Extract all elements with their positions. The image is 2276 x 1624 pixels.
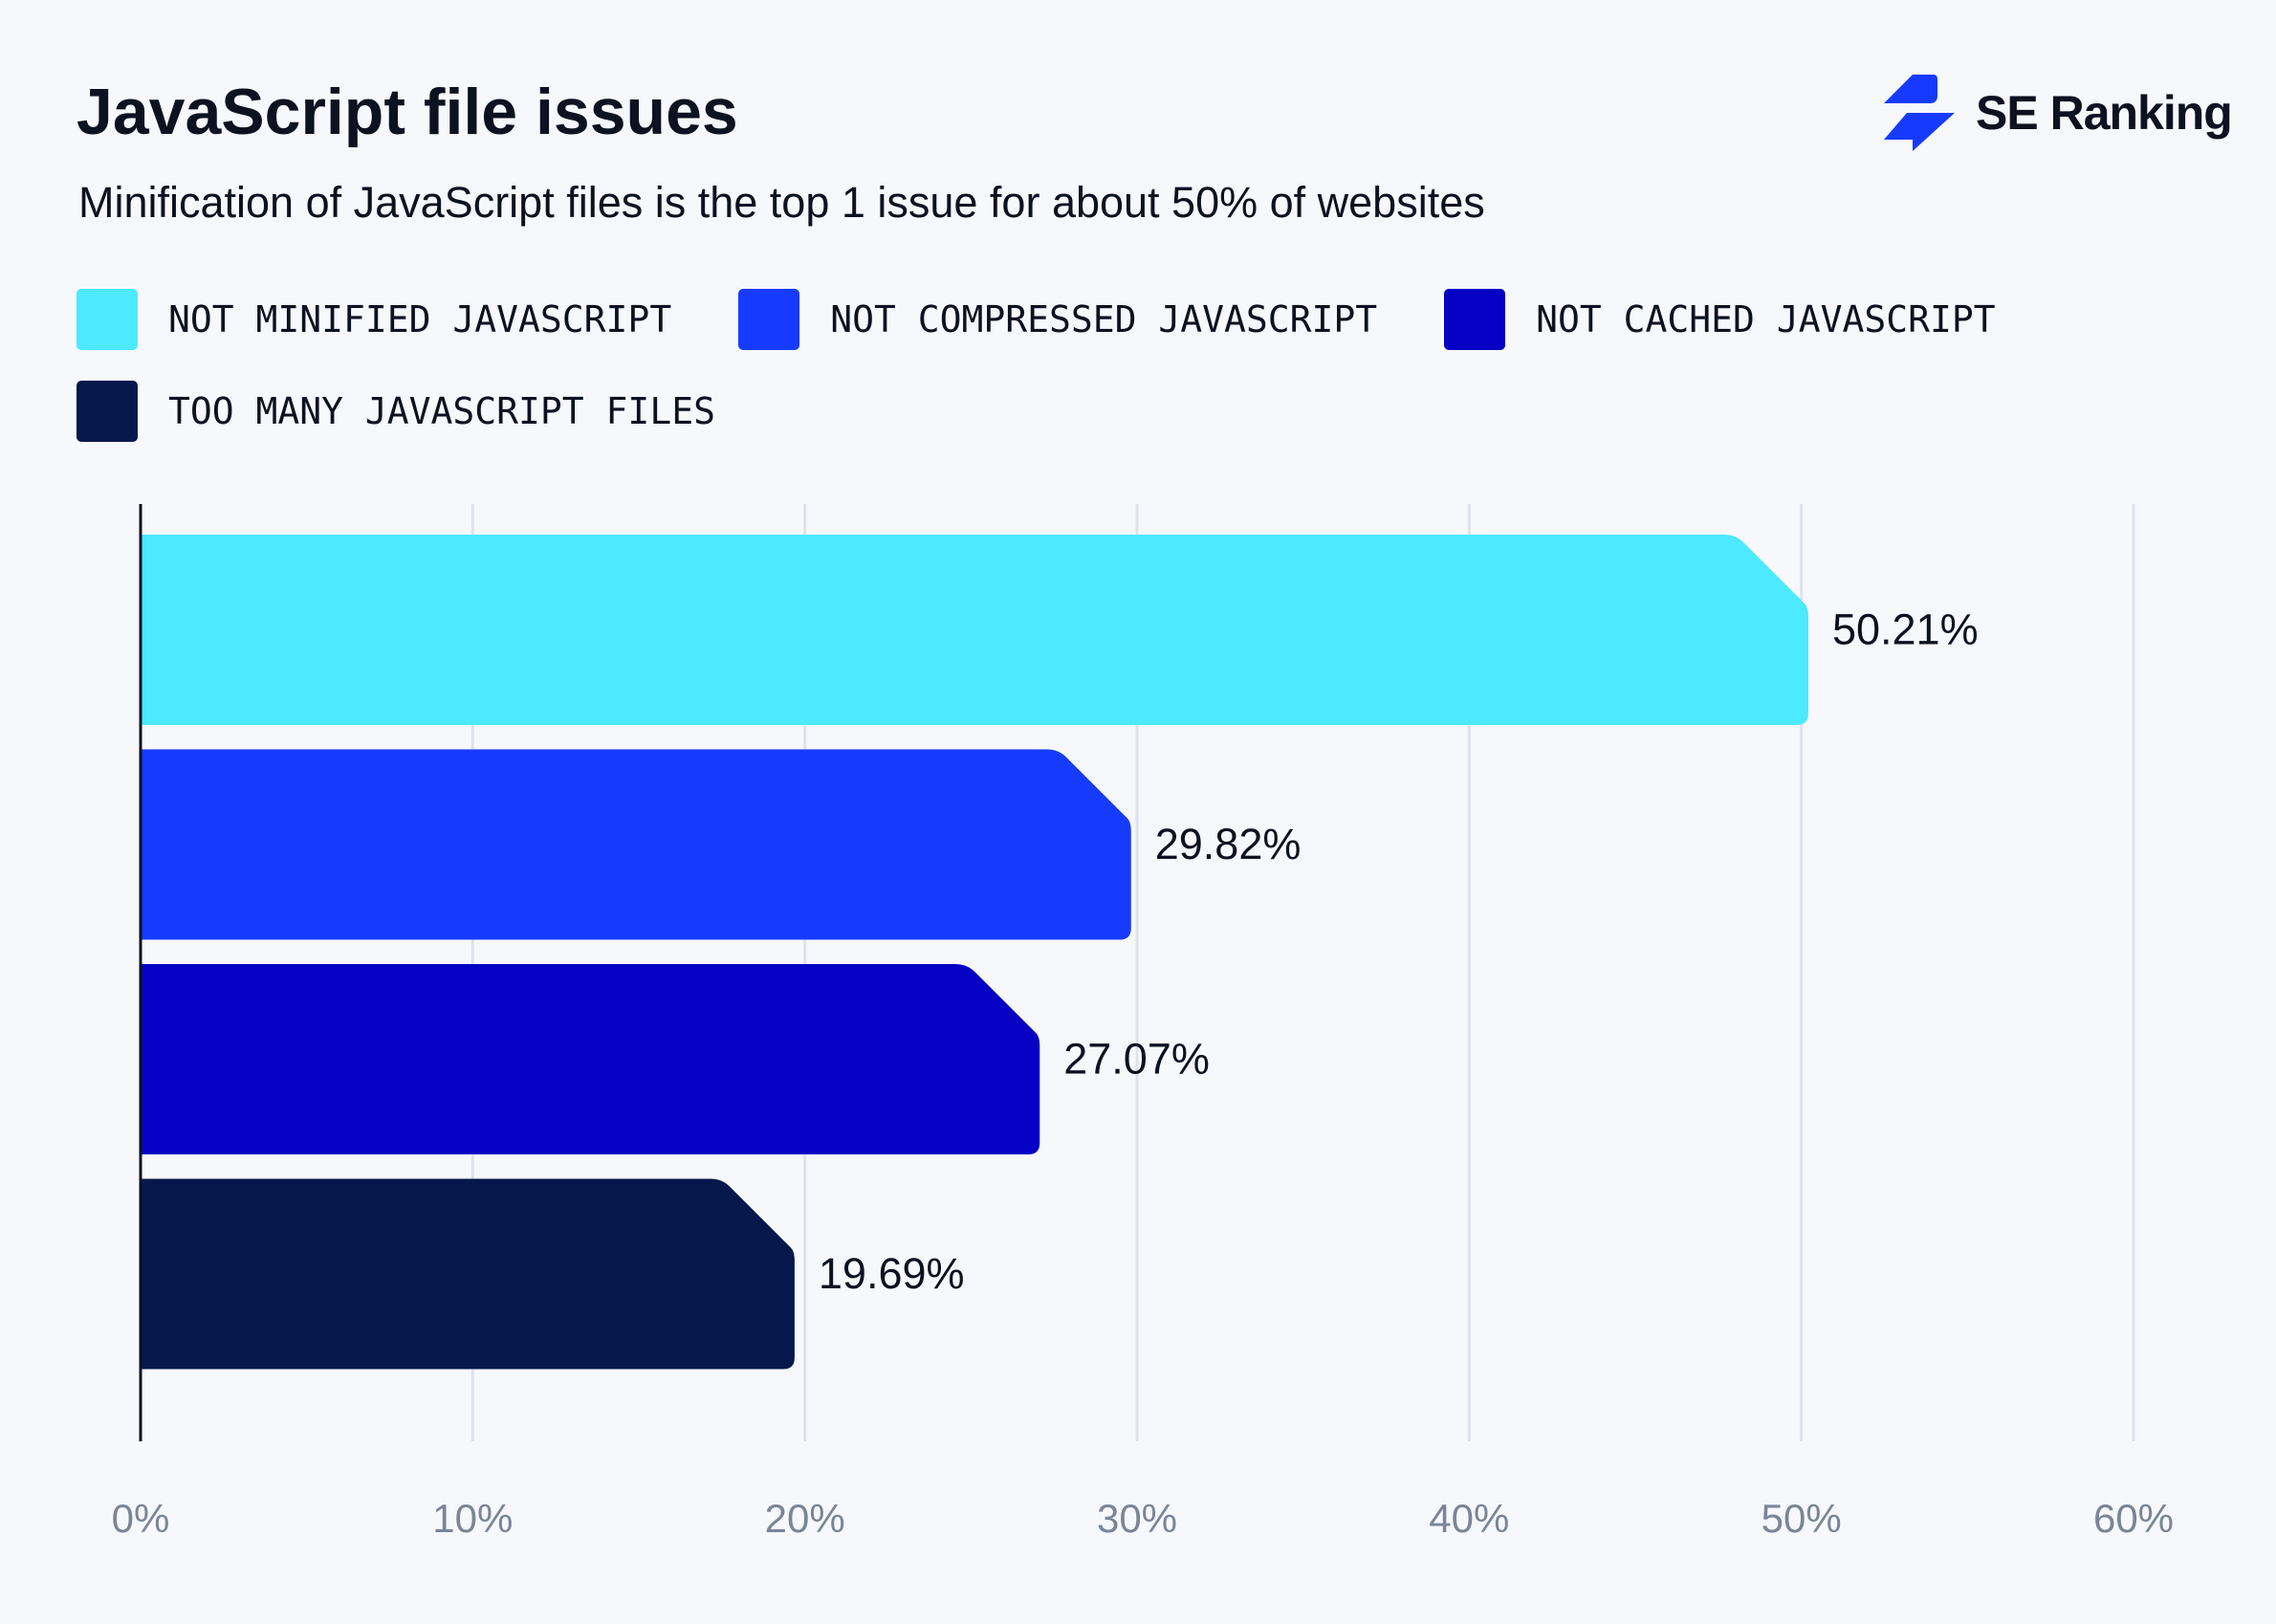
- x-tick-label: 60%: [2093, 1496, 2174, 1541]
- legend-swatch: [77, 289, 138, 350]
- chart-title: JavaScript file issues: [77, 76, 738, 148]
- legend-item: NOT COMPRESSED JAVASCRIPT: [738, 289, 1377, 350]
- data-label: 29.82%: [1155, 820, 1302, 868]
- legend-label: TOO MANY JAVASCRIPT FILES: [168, 390, 715, 432]
- legend: NOT MINIFIED JAVASCRIPT NOT COMPRESSED JA…: [77, 289, 2180, 442]
- x-tick-label: 10%: [432, 1496, 513, 1541]
- bar: [141, 1178, 795, 1370]
- legend-item: NOT MINIFIED JAVASCRIPT: [77, 289, 671, 350]
- legend-item: NOT CACHED JAVASCRIPT: [1444, 289, 1996, 350]
- x-tick-label: 40%: [1429, 1496, 1509, 1541]
- logo-text: SE Ranking: [1976, 86, 2233, 140]
- legend-label: NOT COMPRESSED JAVASCRIPT: [830, 298, 1378, 340]
- legend-swatch: [1444, 289, 1506, 350]
- chart-subtitle: Minification of JavaScript files is the …: [78, 178, 1485, 227]
- data-label: 27.07%: [1063, 1035, 1210, 1084]
- data-label: 19.69%: [819, 1249, 965, 1298]
- bar: [141, 749, 1131, 940]
- bar: [141, 535, 1808, 725]
- x-tick-label: 20%: [765, 1496, 845, 1541]
- se-ranking-logo: SE Ranking: [1884, 75, 2233, 151]
- legend-label: NOT CACHED JAVASCRIPT: [1536, 298, 1996, 340]
- legend-swatch: [738, 289, 800, 350]
- x-tick-label: 50%: [1762, 1496, 1842, 1541]
- data-label: 50.21%: [1832, 605, 1979, 654]
- legend-item: TOO MANY JAVASCRIPT FILES: [77, 381, 715, 442]
- x-tick-label: 0%: [112, 1496, 170, 1541]
- bar: [141, 964, 1040, 1154]
- legend-label: NOT MINIFIED JAVASCRIPT: [168, 298, 672, 340]
- se-ranking-logo-icon: [1884, 75, 1955, 151]
- legend-swatch: [77, 381, 138, 442]
- x-tick-label: 30%: [1097, 1496, 1177, 1541]
